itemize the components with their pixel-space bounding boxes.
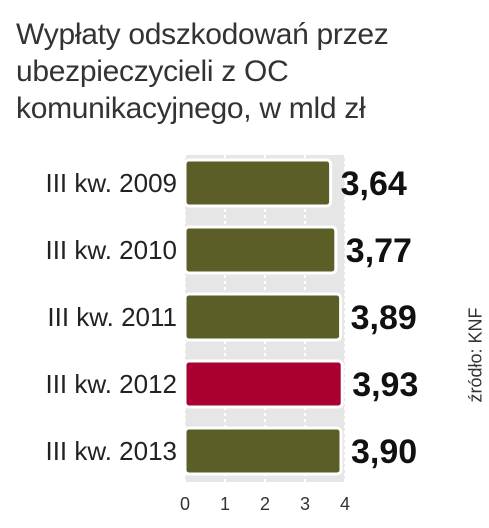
category-label: III kw. 2009 [45,168,177,198]
bar [183,426,343,476]
chart-title-line-3: komunikacyjnego, w mld zł [16,92,366,125]
chart-title-line-1: Wypłaty odszkodowań przez [16,18,389,51]
value-label: 3,93 [352,366,418,404]
chart-title: Wypłaty odszkodowań przez ubezpieczyciel… [16,16,456,127]
bar [183,158,333,208]
value-label: 3,64 [341,165,407,203]
plot-area: 0 1 2 3 4 III kw. 2009 3,64 III kw. 2010 3,77 III… [45,155,418,514]
value-label: 3,77 [346,232,412,270]
category-label: III kw. 2012 [45,369,177,399]
category-label: III kw. 2010 [45,235,177,265]
chart-title-line-2: ubezpieczycieli z OC [16,55,289,88]
category-label: III kw. 2011 [47,302,177,332]
bar [183,292,343,342]
bar [183,225,338,275]
x-tick-label: 0 [180,494,190,514]
x-tick-label: 1 [220,494,230,514]
value-label: 3,89 [351,299,417,337]
x-tick-label: 2 [260,494,270,514]
category-label: III kw. 2013 [45,436,177,466]
source-note: źródło: KNF [465,307,486,403]
bar [183,359,344,409]
x-tick-label: 3 [300,494,310,514]
x-tick-label: 4 [340,494,350,514]
value-label: 3,90 [351,433,417,471]
